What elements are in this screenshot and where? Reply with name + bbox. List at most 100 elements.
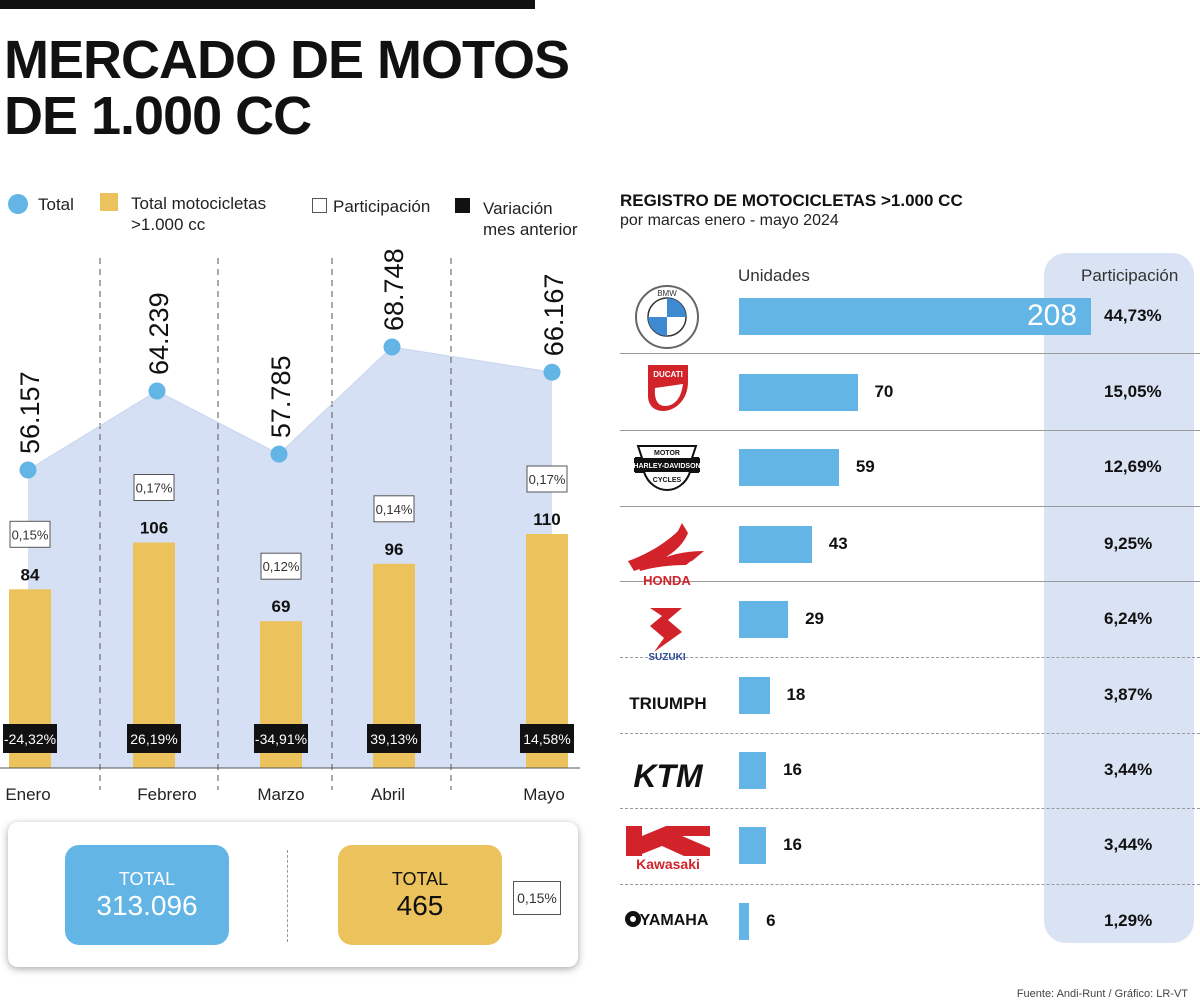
participation-column-panel [1044, 253, 1194, 943]
total-registrations-label: TOTAL [118, 868, 176, 889]
moto-bar-label: 96 [385, 540, 404, 559]
variation-label: 26,19% [130, 731, 177, 747]
brand-chart-title: REGISTRO DE MOTOCICLETAS >1.000 CC [620, 191, 963, 210]
brand-bar-value: 70 [874, 382, 894, 401]
total-participation-box: 0,15% [513, 881, 561, 915]
page-title: MERCADO DE MOTOS DE 1.000 CC [4, 32, 604, 144]
page-title-line1: MERCADO DE MOTOS [4, 30, 570, 90]
moto-bar-label: 110 [533, 510, 560, 529]
participation-box [9, 520, 51, 548]
brand-row-divider [620, 808, 1200, 809]
brand-row-divider [620, 353, 1200, 354]
total-point-label: 68.748 [379, 248, 409, 331]
suzuki-logo: SUZUKI [648, 608, 686, 663]
variation-box [3, 724, 57, 753]
total-point-label: 57.785 [266, 356, 296, 439]
participation-label: 0,14% [376, 502, 413, 517]
variation-box [127, 724, 181, 753]
bmw-logo: BMW [635, 285, 699, 349]
moto-bar-label: 106 [140, 519, 168, 538]
ducati-logo: DUCATI [648, 365, 688, 411]
monthly-chart: 84 0,15% -24,32% 106 0,17% 26,19% 69 0,12% -34,9… [0, 248, 580, 804]
variation-box [367, 724, 421, 753]
month-label-mayo: Mayo [523, 785, 565, 804]
moto-bar-label: 84 [21, 565, 40, 584]
ktm-logo: KTM [633, 758, 704, 793]
participation-box [260, 552, 302, 580]
brand-bar-bmw [739, 298, 1091, 335]
top-rule [0, 0, 535, 9]
legend-total-label: Total [38, 195, 74, 214]
total-point-enero [19, 461, 37, 479]
brand-bar-harley-davidson [739, 449, 839, 486]
brand-participation-value: 44,73% [1104, 306, 1162, 325]
brand-bar-kawasaki [739, 827, 767, 864]
legend-participation-label: Participación [333, 197, 431, 216]
brand-bar-value: 16 [783, 760, 802, 779]
ktm-logo-text: KTM [633, 758, 704, 793]
yamaha-logo-text: YAMAHA [640, 912, 709, 929]
participation-label: 0,12% [263, 559, 300, 574]
brand-participation-value: 3,44% [1104, 835, 1153, 854]
moto-bar-label: 69 [272, 597, 291, 616]
brand-bar-yamaha [739, 903, 750, 940]
total-registrations-card: TOTAL 313.096 [65, 845, 229, 945]
brand-row-divider [620, 581, 1200, 582]
brand-bar-value: 208 [1027, 299, 1078, 332]
brand-chart-subtitle: por marcas enero - mayo 2024 [620, 212, 839, 229]
legend-motos-line1: Total motocicletas [131, 194, 267, 213]
total-motos-value: 465 [396, 889, 444, 921]
brand-row-divider [620, 657, 1200, 658]
kawasaki-logo: Kawasaki [626, 826, 710, 872]
brand-participation-value: 12,69% [1104, 457, 1162, 476]
honda-logo: HONDA [628, 523, 704, 588]
participation-box [526, 465, 568, 493]
brand-participation-value: 3,87% [1104, 685, 1153, 704]
legend-motos-swatch [100, 193, 118, 211]
source-footnote: Fuente: Andi-Runt / Gráfico: LR-VT [1016, 988, 1188, 1000]
harley-davidson-logo: MOTOR HARLEY-DAVIDSON CYCLES [633, 445, 701, 492]
variation-box [520, 724, 574, 753]
triumph-logo: TRIUMPH [629, 694, 706, 713]
legend-variation-label: Variación mes anterior [483, 198, 577, 240]
legend-variation-line2: mes anterior [483, 220, 578, 239]
participation-label: 0,17% [136, 481, 173, 496]
yamaha-logo: YAMAHA [625, 911, 709, 929]
triumph-logo-text: TRIUMPH [629, 694, 706, 713]
participation-box [373, 495, 415, 523]
total-point-label: 66.167 [539, 274, 569, 357]
ducati-logo-text: DUCATI [653, 370, 683, 379]
harley-logo-top: MOTOR [654, 450, 680, 457]
totals-divider [287, 850, 288, 942]
brand-row-divider [620, 430, 1200, 431]
brand-row-divider [620, 733, 1200, 734]
brand-participation-value: 15,05% [1104, 382, 1162, 401]
variation-label: 14,58% [523, 731, 570, 747]
harley-logo-mid: HARLEY-DAVIDSON [633, 463, 700, 470]
brand-row-divider [620, 506, 1200, 507]
participation-box [133, 474, 175, 501]
legend-variation-swatch [455, 198, 470, 213]
total-point-abril [383, 338, 401, 356]
month-label-febrero: Febrero [137, 785, 197, 804]
brand-bar-ducati [739, 374, 858, 411]
month-label-abril: Abril [371, 785, 405, 804]
legend-total-swatch [8, 194, 28, 214]
harley-logo-bottom: CYCLES [653, 477, 682, 484]
month-label-marzo: Marzo [257, 785, 304, 804]
brand-bar-triumph [739, 677, 770, 714]
brand-bar-value: 43 [828, 534, 848, 553]
brand-bar-honda [739, 526, 812, 563]
total-point-febrero [148, 382, 166, 400]
legend-participation-swatch [312, 198, 327, 213]
brand-bar-suzuki [739, 601, 789, 638]
brand-bar-value: 16 [783, 835, 802, 854]
participation-header: Participación [1081, 266, 1179, 285]
suzuki-logo-text: SUZUKI [648, 652, 685, 663]
variation-label: -34,91% [255, 731, 307, 747]
total-motos-card: TOTAL 465 [338, 845, 502, 945]
total-point-mayo [543, 363, 561, 381]
variation-box [254, 724, 308, 753]
brand-participation-value: 6,24% [1104, 609, 1153, 628]
brand-row-divider [620, 884, 1200, 885]
